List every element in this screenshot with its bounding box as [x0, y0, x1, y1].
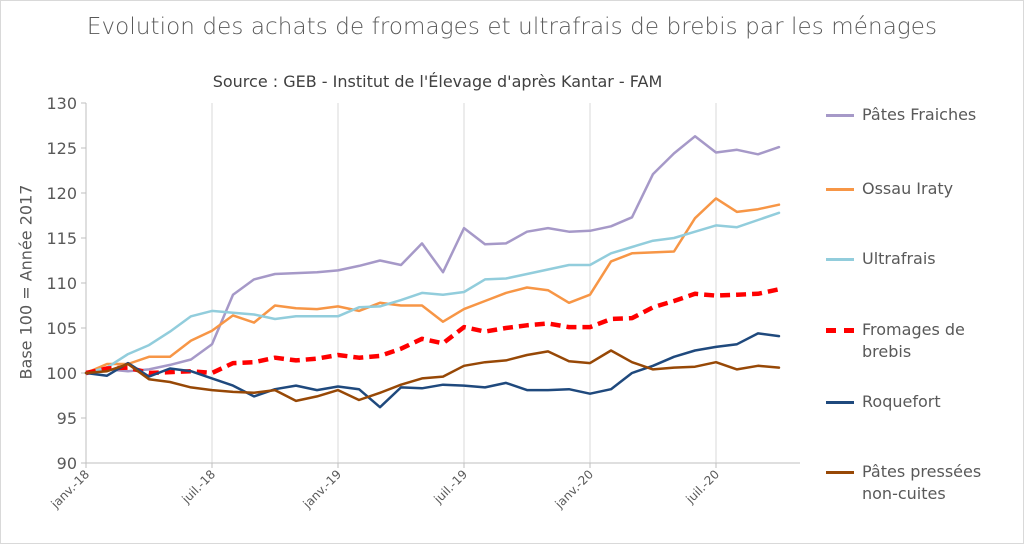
legend-item-ultrafrais: Ultrafrais — [826, 248, 1012, 270]
axes — [81, 102, 800, 468]
y-tick-label: 95 — [57, 409, 77, 428]
x-tick-label: juil.-18 — [179, 467, 219, 507]
legend-label: Fromages de brebis — [862, 320, 965, 361]
series-line-ossau-iraty — [84, 197, 781, 375]
legend-item-ossau-iraty: Ossau Iraty — [826, 178, 1012, 200]
legend-swatch — [826, 471, 854, 474]
legend-item-roquefort: Roquefort — [826, 391, 1012, 413]
legend-item-pates-fraiches: Pâtes Fraiches — [826, 104, 1012, 126]
series-line-pates-pressees-non-cuites — [84, 349, 781, 403]
legend-item-fromages-de-brebis: Fromages de brebis — [826, 319, 1012, 363]
legend-swatch — [826, 188, 854, 191]
chart-subtitle: Source : GEB - Institut de l'Élevage d'a… — [212, 72, 663, 91]
y-tick-label: 130 — [46, 94, 77, 113]
legend-label: Pâtes pressées non-cuites — [862, 462, 982, 503]
legend-label: Ultrafrais — [862, 249, 936, 268]
legend-label: Pâtes Fraiches — [862, 105, 977, 124]
gridlines — [85, 103, 717, 463]
series-line-ultrafrais — [84, 211, 781, 375]
legend-swatch — [826, 258, 854, 261]
x-tick-label: janv.-19 — [300, 467, 344, 511]
x-tick-labels: janv.-18 juil.-18 janv.-19 juil.-19 janv.-20… — [48, 467, 722, 511]
y-tick-label: 100 — [46, 364, 77, 383]
legend-label: Roquefort — [862, 392, 941, 411]
x-tick-label: janv.-18 — [48, 467, 92, 511]
x-tick-label: janv.-20 — [552, 467, 596, 511]
y-tick-label: 125 — [46, 139, 77, 158]
chart-title: Evolution des achats de fromages et ultr… — [86, 14, 938, 40]
series-line-pates-fraiches — [84, 135, 781, 375]
legend-swatch — [826, 328, 854, 333]
legend-label: Ossau Iraty — [862, 179, 954, 198]
legend-item-pates-pressees-non-cuites: Pâtes pressées non-cuites — [826, 461, 1012, 505]
legend-swatch — [826, 401, 854, 404]
legend-swatch — [826, 114, 854, 117]
y-tick-label: 110 — [46, 274, 77, 293]
y-tick-label: 115 — [46, 229, 77, 248]
y-tick-label: 90 — [57, 454, 77, 473]
y-tick-label: 105 — [46, 319, 77, 338]
x-tick-label: juil.-19 — [431, 467, 471, 507]
series-lines — [84, 135, 781, 409]
x-tick-label: juil.-20 — [683, 467, 723, 507]
series-line-roquefort — [84, 332, 781, 409]
y-tick-label: 120 — [46, 184, 77, 203]
y-tick-labels: 90 95 100 105 110 115 120 125 130 — [46, 94, 77, 473]
series-line-fromages-de-brebis — [85, 287, 780, 376]
